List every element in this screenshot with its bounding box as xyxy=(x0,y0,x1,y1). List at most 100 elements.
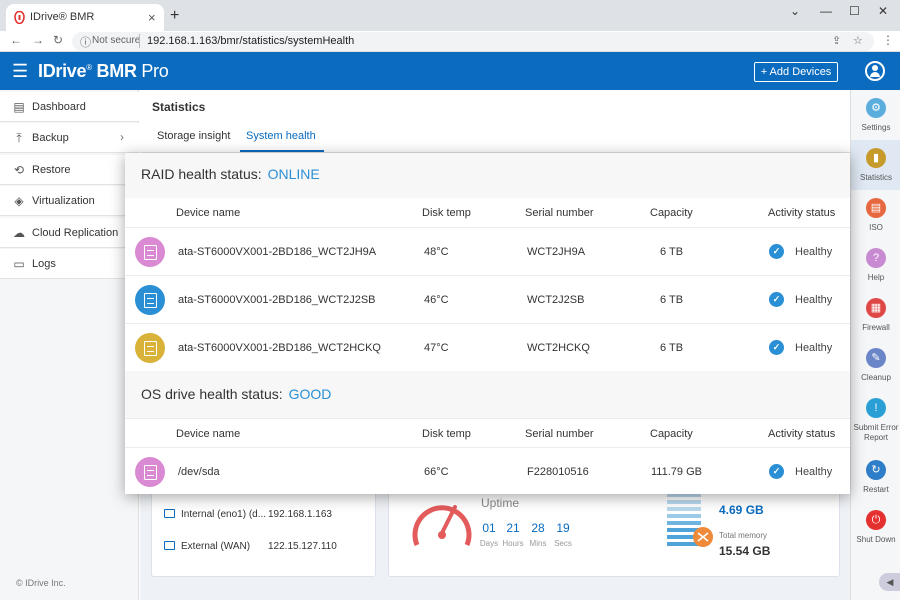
uptime-mins: 28 xyxy=(531,521,545,535)
rail-firewall[interactable]: ▦ Firewall xyxy=(851,290,900,340)
share-icon[interactable]: ⇪ xyxy=(832,35,842,47)
check-icon: ✓ xyxy=(769,340,784,355)
tab-system-health[interactable]: System health xyxy=(246,130,316,142)
sidebar-item-label: Cloud Replication xyxy=(32,227,119,239)
rail-shut-down[interactable]: ⏻ Shut Down xyxy=(851,502,900,552)
rail-statistics[interactable]: ▮ Statistics xyxy=(851,140,900,190)
network-adapter-icon xyxy=(164,541,175,550)
activity-status: Healthy xyxy=(795,246,833,258)
rail-label: Cleanup xyxy=(861,373,891,382)
collapse-rail-icon[interactable]: ◀ xyxy=(879,573,900,591)
active-tab-indicator xyxy=(240,150,324,152)
browser-menu-icon[interactable]: ⋮ xyxy=(882,33,894,47)
idrive-favicon-icon xyxy=(14,11,25,24)
tab-close-icon[interactable]: × xyxy=(148,10,156,25)
sidebar-item-dashboard[interactable]: ▤ Dashboard xyxy=(0,92,139,122)
page-title: Statistics xyxy=(152,100,206,114)
maximize-window-button[interactable]: ☐ xyxy=(849,4,860,18)
reload-icon[interactable]: ↻ xyxy=(53,33,64,47)
rail-label: Firewall xyxy=(862,323,890,332)
uptime-days: 01 xyxy=(482,521,496,535)
rail-submit-error-report[interactable]: ! Submit Error Report xyxy=(851,390,900,450)
raid-table-header: Device name Disk temp Serial number Capa… xyxy=(125,198,850,227)
minimize-window-button[interactable]: — xyxy=(820,4,832,18)
main-content: Statistics Storage insight System health… xyxy=(140,90,850,600)
firewall-icon: ▦ xyxy=(866,298,886,318)
url-text: 192.168.1.163/bmr/statistics/systemHealt… xyxy=(147,35,355,47)
add-devices-button[interactable]: + Add Devices xyxy=(754,62,838,82)
statistics-icon: ▮ xyxy=(866,148,886,168)
url-field[interactable]: ⓘ Not secure 192.168.1.163/bmr/statistic… xyxy=(72,32,874,51)
disk-icon xyxy=(135,285,165,315)
sidebar-item-logs[interactable]: ▭ Logs xyxy=(0,249,139,279)
sidebar-item-virtualization[interactable]: ◈ Virtualization xyxy=(0,186,139,216)
sidebar-item-cloud-replication[interactable]: ☁ Cloud Replication xyxy=(0,218,139,248)
sidebar-item-label: Logs xyxy=(32,258,56,270)
browser-tab[interactable]: IDrive® BMR × xyxy=(6,4,164,31)
account-area xyxy=(850,52,900,90)
serial-number: F228010516 xyxy=(527,466,589,478)
rail-label: Statistics xyxy=(859,173,892,182)
device-name: ata-ST6000VX001-2BD186_WCT2JH9A xyxy=(178,246,377,258)
app-header: ☰ IDrive® BMR Pro + Add Devices xyxy=(0,52,850,90)
brand-name: IDrive xyxy=(38,61,87,81)
cloud-icon: ☁ xyxy=(13,226,25,240)
rail-restart[interactable]: ↻ Restart xyxy=(851,452,900,502)
cleanup-icon: ✎ xyxy=(866,348,886,368)
main-header: Statistics Storage insight System health xyxy=(140,90,850,153)
raid-title-label: RAID health status: xyxy=(141,166,262,182)
info-icon[interactable]: ⓘ xyxy=(80,37,91,49)
serial-number: WCT2JH9A xyxy=(527,246,586,258)
uptime-gauge-icon xyxy=(412,505,472,546)
disk-temp: 66°C xyxy=(424,466,449,478)
rail-iso[interactable]: ▤ ISO xyxy=(851,190,900,240)
power-icon: ⏻ xyxy=(866,510,886,530)
chevron-right-icon[interactable]: › xyxy=(120,130,124,144)
disk-icon xyxy=(135,333,165,363)
app-logo: IDrive® BMR Pro xyxy=(38,61,169,82)
activity-status: Healthy xyxy=(795,342,833,354)
tab-search-icon[interactable]: ⌄ xyxy=(790,4,801,18)
forward-icon[interactable]: → xyxy=(32,33,44,47)
address-bar: ← → ↻ ⓘ Not secure 192.168.1.163/bmr/sta… xyxy=(0,31,900,52)
network-adapter-icon xyxy=(164,509,175,518)
disk-temp: 48°C xyxy=(424,246,449,258)
brand-pro: Pro xyxy=(136,61,169,81)
rail-label: Settings xyxy=(861,123,891,132)
sidebar-item-label: Restore xyxy=(32,164,71,176)
rail-label: Help xyxy=(867,273,885,282)
brand-bmr: BMR xyxy=(91,61,137,81)
col-capacity: Capacity xyxy=(650,428,693,440)
sidebar-item-label: Virtualization xyxy=(32,195,95,207)
serial-number: WCT2HCKQ xyxy=(527,342,590,354)
device-name: ata-ST6000VX001-2BD186_WCT2HCKQ xyxy=(178,342,381,354)
sidebar-item-restore[interactable]: ⟲ Restore xyxy=(0,155,139,185)
new-tab-button[interactable]: + xyxy=(170,7,180,24)
bookmark-star-icon[interactable]: ☆ xyxy=(853,35,863,47)
tabs-divider xyxy=(140,152,850,153)
browser-tabstrip: IDrive® BMR × + ⌄ — ☐ ✕ xyxy=(0,0,900,31)
uptime-unit: Days xyxy=(479,539,499,548)
os-title: OS drive health status: GOOD xyxy=(141,386,331,402)
sidebar-item-backup[interactable]: ⤒ Backup › xyxy=(0,123,139,153)
rail-cleanup[interactable]: ✎ Cleanup xyxy=(851,340,900,390)
sidebar: ▤ Dashboard ⤒ Backup › ⟲ Restore ◈ Virtu… xyxy=(0,90,139,600)
drive-icon xyxy=(135,457,165,487)
tab-storage-insight[interactable]: Storage insight xyxy=(157,130,231,142)
system-health-panel: RAID health status: ONLINE Device name Di… xyxy=(125,153,850,494)
help-icon: ? xyxy=(866,248,886,268)
device-name: ata-ST6000VX001-2BD186_WCT2J2SB xyxy=(178,294,376,306)
close-window-button[interactable]: ✕ xyxy=(878,4,889,18)
back-icon[interactable]: ← xyxy=(10,33,22,47)
raid-title: RAID health status: ONLINE xyxy=(141,166,320,182)
rail-settings[interactable]: ⚙ Settings xyxy=(851,90,900,140)
os-table-header: Device name Disk temp Serial number Capa… xyxy=(125,418,850,447)
hamburger-menu-icon[interactable]: ☰ xyxy=(12,61,29,81)
col-device-name: Device name xyxy=(176,207,241,219)
user-account-icon[interactable] xyxy=(865,61,885,81)
col-serial-number: Serial number xyxy=(525,207,594,219)
rail-help[interactable]: ? Help xyxy=(851,240,900,290)
col-capacity: Capacity xyxy=(650,207,693,219)
check-icon: ✓ xyxy=(769,464,784,479)
network-label: Internal (eno1) (d... xyxy=(181,509,267,520)
